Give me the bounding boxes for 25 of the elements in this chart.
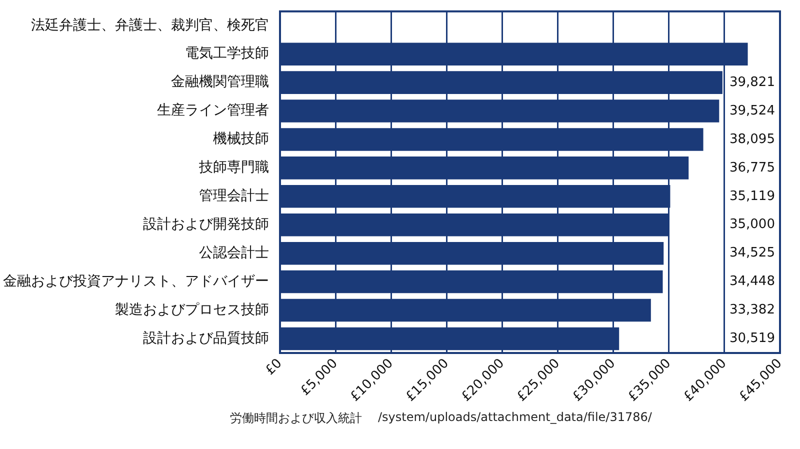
text: /system/uploads/attachment_data/file/31786/ [378, 410, 652, 426]
x-tick-label: £0 [262, 356, 286, 378]
data-label: 36,775 [729, 160, 775, 176]
y-tick-label: 金融および投資アナリスト、アドバイザー [3, 273, 269, 290]
y-tick-label: 生産ライン管理者 [157, 102, 269, 119]
data-label: 35,119 [729, 188, 775, 204]
data-label: 34,525 [729, 246, 775, 261]
y-tick-label: 技師専門職 [198, 160, 269, 176]
y-tick-label: 管理会計士 [199, 188, 269, 204]
data-label: 30,519 [729, 331, 775, 346]
y-tick-label: 電気工学技師 [185, 46, 269, 62]
y-tick-label: 公認会計士 [199, 244, 269, 261]
y-tick-label: 法廷弁護士、弁護士、裁判官、検死官 [31, 17, 269, 34]
y-tick-label: 設計および品質技師 [143, 330, 269, 346]
y-tick-label: 金融機関管理職 [171, 74, 269, 90]
data-label: 39,821 [729, 74, 775, 90]
y-tick-label: 機械技師 [213, 131, 269, 148]
data-label: 34,448 [729, 274, 775, 290]
text: 労働時間および収入統計 [230, 410, 362, 427]
data-label: 38,095 [729, 132, 775, 147]
y-tick-label: 製造およびプロセス技師 [115, 302, 269, 318]
y-tick-label: 設計および開発技師 [143, 216, 269, 233]
data-label: 33,382 [729, 302, 775, 318]
data-label: 39,524 [729, 103, 775, 118]
data-label: 35,000 [729, 217, 775, 232]
